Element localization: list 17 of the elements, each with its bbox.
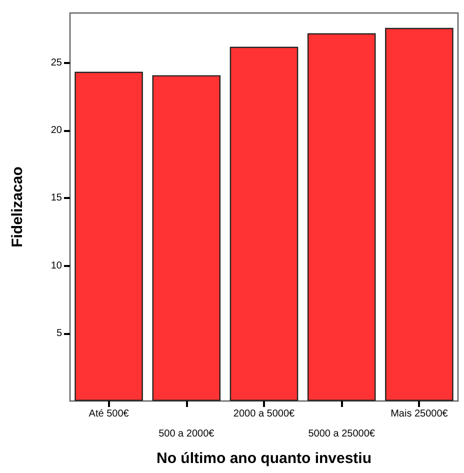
bar (385, 28, 454, 401)
y-tick-label: 20 (50, 125, 62, 136)
x-tick-label: 2000 a 5000€ (233, 408, 296, 420)
y-tick-label: 5 (56, 328, 62, 339)
bar (307, 33, 376, 401)
y-axis-title: Fidelizacao (9, 166, 26, 248)
y-tick-label: 10 (50, 260, 62, 272)
x-axis-title: No último ano quanto investiu (156, 450, 372, 467)
x-tick-label: Mais 25000€ (390, 408, 448, 420)
x-tick-label: Até 500€ (88, 408, 130, 420)
y-tick-label: 25 (50, 58, 62, 69)
x-tick-label: 500 a 2000€ (158, 428, 215, 440)
x-tick-label: 5000 a 25000€ (308, 428, 376, 440)
bar (230, 46, 298, 401)
bar (152, 75, 221, 401)
y-tick-label: 15 (50, 192, 62, 204)
bar (74, 72, 143, 401)
